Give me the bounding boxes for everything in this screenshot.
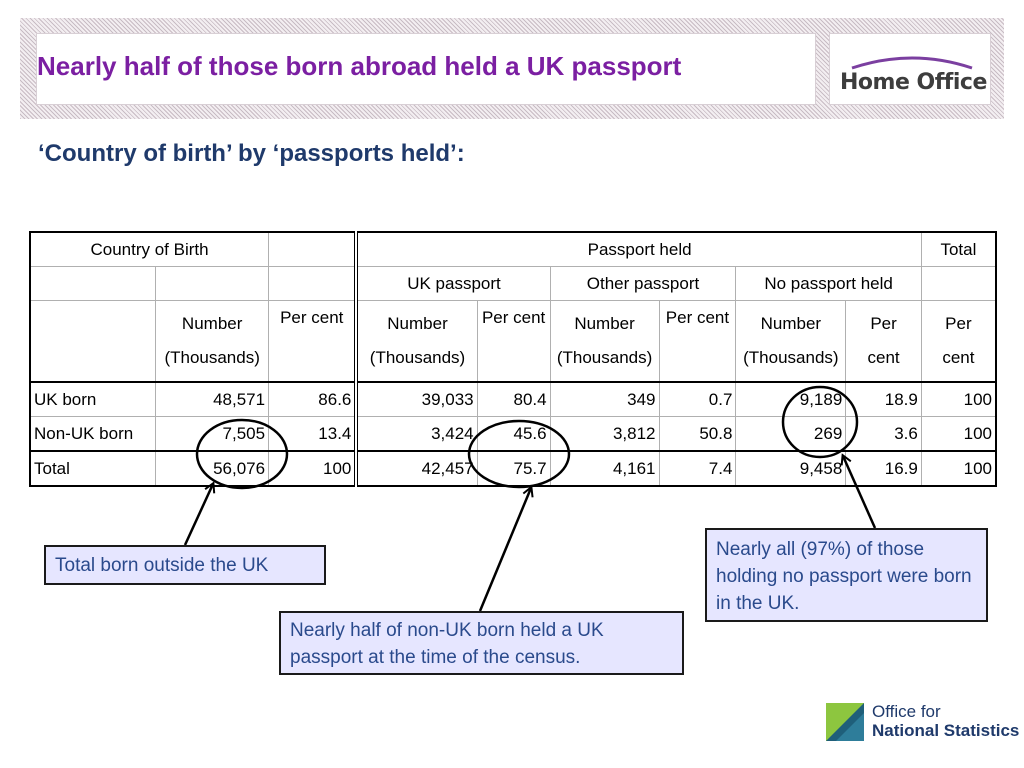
table-cell: 7,505 xyxy=(155,416,270,452)
header-thousands-label: (Thousands) xyxy=(556,348,653,367)
table-subtitle: ‘Country of birth’ by ‘passports held’: xyxy=(38,140,465,167)
title-panel xyxy=(36,33,816,105)
header-number: Number (Thousands) xyxy=(735,300,847,383)
header-no-passport: No passport held xyxy=(735,266,922,301)
header-number: Number (Thousands) xyxy=(354,300,478,383)
row-label: Non-UK born xyxy=(29,416,157,452)
header-cell-empty xyxy=(29,300,157,383)
header-uk-passport: UK passport xyxy=(354,266,551,301)
header-cell-empty xyxy=(920,266,997,301)
home-office-logo xyxy=(829,33,991,105)
table-cell: 100 xyxy=(920,450,997,487)
home-office-logo-text: Home Office xyxy=(840,70,987,95)
passport-table: Country of Birth Passport held Total UK … xyxy=(29,231,997,487)
table-cell: 42,457 xyxy=(354,450,478,487)
table-cell: 7.4 xyxy=(658,450,737,487)
home-office-logo-arc-icon xyxy=(851,56,973,70)
header-cell-empty xyxy=(268,266,357,301)
header-number-label: Number xyxy=(760,314,822,333)
table-cell: 75.7 xyxy=(476,450,551,487)
arrow-note2 xyxy=(478,488,531,612)
arrow-note1 xyxy=(183,484,213,546)
header-per-label: Per xyxy=(945,314,972,333)
header-cent-label: cent xyxy=(942,348,975,367)
page-title: Nearly half of those born abroad held a … xyxy=(37,51,682,81)
callout-total-born-outside: Total born outside the UK xyxy=(44,545,326,585)
header-thousands-label: (Thousands) xyxy=(369,348,466,367)
table-cell: 349 xyxy=(549,381,660,417)
header-cell-empty xyxy=(155,266,270,301)
arrow-note3 xyxy=(843,456,877,529)
header-per-cent: Per cent xyxy=(476,300,551,383)
header-passport-held: Passport held xyxy=(354,231,922,267)
header-thousands-label: (Thousands) xyxy=(164,348,260,367)
table-cell: 3,812 xyxy=(549,416,660,452)
highlight-circle-uk-passport xyxy=(467,419,571,489)
header-cell-empty xyxy=(29,266,157,301)
header-number-label: Number xyxy=(574,314,635,333)
header-row-2: UK passport Other passport No passport h… xyxy=(29,266,997,301)
header-number: Number (Thousands) xyxy=(155,300,270,383)
table-cell: 16.9 xyxy=(845,450,922,487)
header-number: Number (Thousands) xyxy=(549,300,660,383)
header-thousands-label: (Thousands) xyxy=(743,348,839,367)
ons-logo-icon xyxy=(826,703,864,741)
table-cell: 100 xyxy=(920,416,997,452)
table-cell: 18.9 xyxy=(845,381,922,417)
ons-line-2: National Statistics xyxy=(872,721,1020,740)
callout-non-uk-passport: Nearly half of non-UK born held a UK pas… xyxy=(279,611,684,675)
header-country-of-birth: Country of Birth xyxy=(29,231,270,267)
header-row-3: Number (Thousands) Per cent Number (Thousa… xyxy=(29,300,997,383)
callout-no-passport: Nearly all (97%) of those holding no pas… xyxy=(705,528,988,622)
table-cell: 80.4 xyxy=(476,381,551,417)
table-cell: 39,033 xyxy=(354,381,478,417)
header-cent-label: cent xyxy=(867,348,900,367)
table-cell: 86.6 xyxy=(268,381,357,417)
header-number-label: Number xyxy=(181,314,243,333)
ons-logo-text: Office for National Statistics xyxy=(872,702,1019,740)
highlight-circle-no-passport xyxy=(781,385,859,459)
header-per-label: Per xyxy=(870,314,897,333)
table-cell: 3,424 xyxy=(354,416,478,452)
ons-line-1: Office for xyxy=(872,702,941,721)
highlight-circle-non-uk-total xyxy=(195,418,289,490)
header-number-label: Number xyxy=(387,314,448,333)
row-label: Total xyxy=(29,450,157,487)
header-cell-empty xyxy=(268,231,357,267)
header-other-passport: Other passport xyxy=(549,266,737,301)
header-per-cent: Per cent xyxy=(845,300,922,383)
